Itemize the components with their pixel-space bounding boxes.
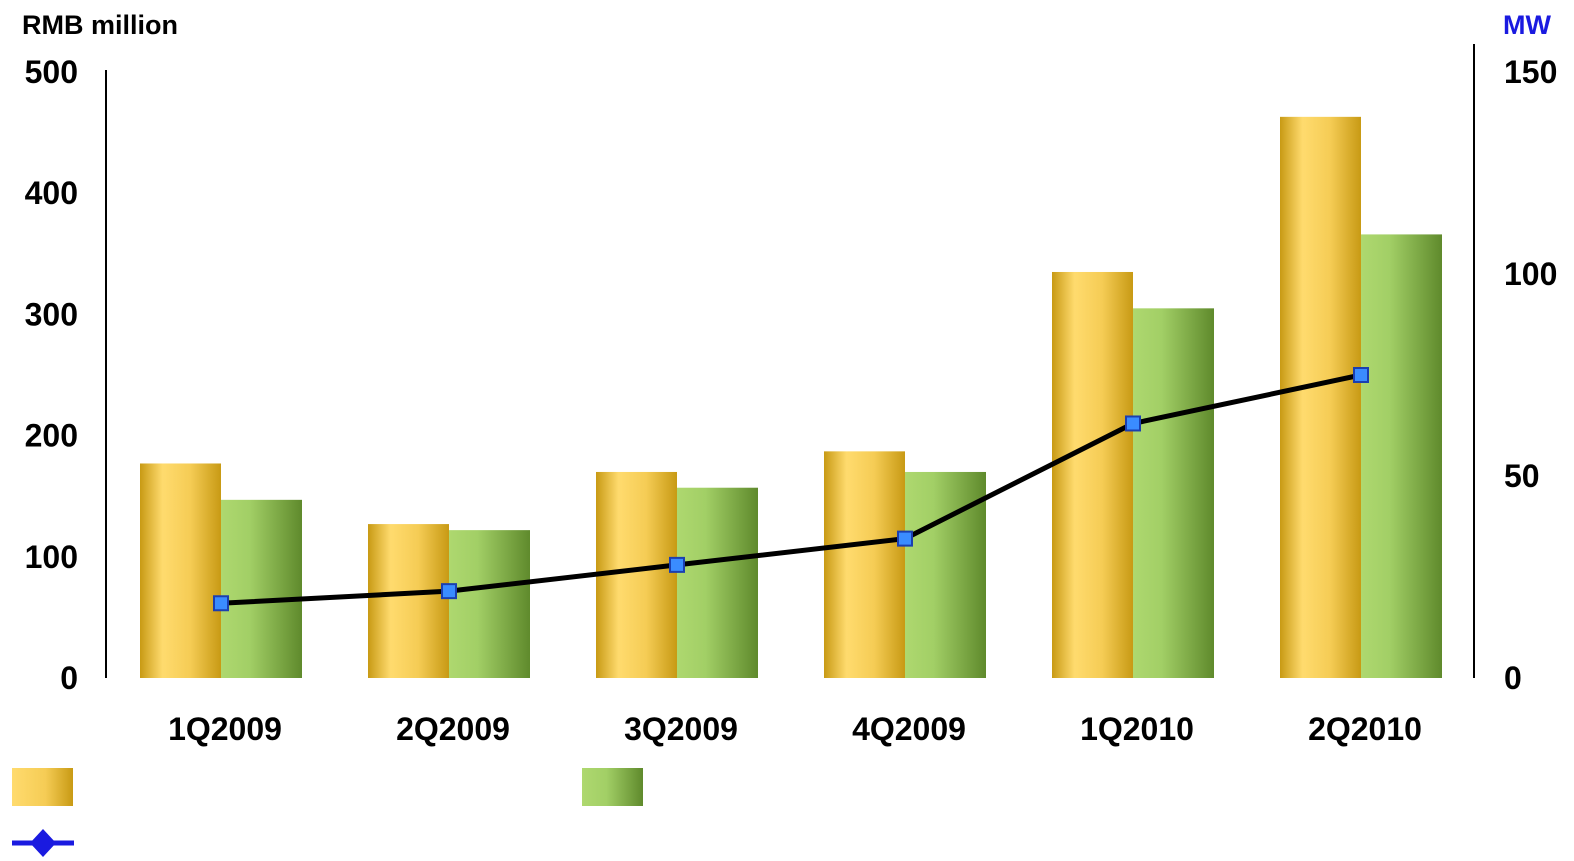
x-category-label: 4Q2009 <box>852 711 966 747</box>
x-category-label: 3Q2009 <box>624 711 738 747</box>
left-axis-title: RMB million <box>22 10 178 40</box>
legend-swatch-gold <box>12 768 73 806</box>
x-category-label: 1Q2010 <box>1080 711 1194 747</box>
right-y-tick-label: 100 <box>1504 256 1557 292</box>
bar-series-a <box>1280 116 1361 679</box>
right-y-tick-label: 50 <box>1504 458 1540 494</box>
left-y-tick-label: 300 <box>25 296 78 332</box>
line-point-marker <box>897 530 913 547</box>
line-point-marker <box>213 595 229 612</box>
right-y-tick-label: 150 <box>1504 54 1557 90</box>
bar-series-b <box>1361 234 1442 678</box>
x-category-label: 2Q2010 <box>1308 711 1422 747</box>
bar-series-a <box>368 524 449 678</box>
bar-series-a <box>140 463 221 678</box>
bar-series-b <box>221 499 302 678</box>
left-y-tick-label: 500 <box>25 54 78 90</box>
line-point-marker <box>1125 415 1141 432</box>
x-category-label: 1Q2009 <box>168 711 282 747</box>
bar-series-b <box>677 487 758 678</box>
line-series-path <box>220 372 1362 606</box>
line-point-marker <box>441 583 457 600</box>
line-point-marker <box>1353 367 1369 383</box>
legend-line-marker-icon <box>12 829 74 857</box>
x-category-label: 2Q2009 <box>396 711 510 747</box>
bar-series-b <box>1133 308 1214 678</box>
left-y-tick-label: 200 <box>25 418 78 454</box>
line-point-marker <box>669 556 685 573</box>
right-axis-title: MW <box>1503 10 1551 40</box>
legend-swatch-green <box>582 768 643 806</box>
right-y-tick-label: 0 <box>1504 660 1522 696</box>
bar-series-a <box>1052 271 1133 678</box>
bar-series-b <box>449 530 530 678</box>
left-y-tick-label: 400 <box>25 175 78 211</box>
left-y-tick-label: 100 <box>25 539 78 575</box>
bar-series-a <box>824 451 905 678</box>
left-y-tick-label: 0 <box>60 660 78 696</box>
